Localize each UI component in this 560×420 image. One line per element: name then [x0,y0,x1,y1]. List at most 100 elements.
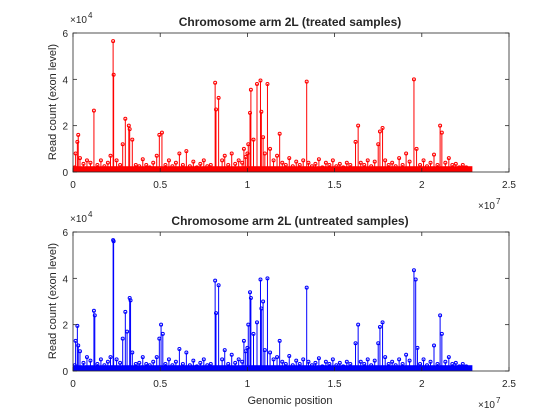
stem-marker [344,359,349,364]
data-point [159,322,164,371]
stem-marker [323,359,328,364]
stem-marker [353,139,358,144]
stem-marker [316,157,321,162]
stem-marker [154,355,159,360]
data-point [248,290,253,371]
data-point [213,278,218,371]
baseline-band [73,365,473,371]
stem-marker [421,357,426,362]
stem-marker [198,161,203,166]
stem-marker [111,239,116,244]
stem-marker [380,125,385,130]
stem-marker [220,158,225,163]
stem-marker [438,313,443,318]
stem-marker [377,324,382,329]
stem-marker [248,290,253,295]
stem-marker [157,132,162,137]
stem-marker [114,357,119,362]
stem-marker [127,127,132,132]
stem-marker [372,358,377,363]
stem-marker [287,156,292,161]
y-axis-label: Read count (exon level) [47,44,59,160]
stem-marker [120,142,125,147]
stem-marker [75,139,80,144]
stem-marker [383,355,388,360]
data-point [216,283,221,371]
data-point [258,78,263,172]
stem-marker [88,358,93,363]
y-exponent-value: 4 [88,11,93,20]
x-axis-exponent: ×10 7 [478,396,501,411]
stem-marker [130,350,135,355]
stem-marker [114,158,119,163]
stem-marker [191,358,196,363]
x-tick-label: 1.5 [328,180,342,191]
data-point [123,116,128,172]
stem-marker [446,156,451,161]
data-point [265,276,270,371]
stem-marker [316,356,321,361]
stem-marker [213,80,218,85]
stem-marker [453,360,458,365]
stem-marker [91,308,96,313]
stem-marker [130,137,135,142]
stem-marker [140,157,145,162]
stem-marker [280,359,285,364]
x-tick-label: 2 [419,379,425,390]
stem-marker [140,355,145,360]
data-point [254,320,259,371]
stem-marker [344,160,349,165]
data-point [214,311,219,371]
stem-marker [330,357,335,362]
stem-marker [254,81,259,86]
stem-marker [245,345,250,350]
stem-marker [443,359,448,364]
stem-marker [236,158,241,163]
stem-marker [245,151,250,156]
data-point [111,238,116,371]
data-point [91,308,96,371]
stem-marker [268,350,273,355]
stem-marker [151,359,156,364]
stem-marker [301,158,306,163]
data-point [213,80,218,172]
chart-title: Chromosome arm 2L (treated samples) [179,15,402,29]
stem-marker [407,358,412,363]
plot-area [72,39,473,172]
stem-marker [428,160,433,165]
stem-marker [337,161,342,166]
data-point [216,95,221,172]
stem-marker [248,296,253,301]
data-point [277,131,282,172]
stem-marker [177,346,182,351]
stem-marker [154,153,159,158]
stem-marker [88,160,93,165]
stem-marker [432,152,437,157]
x-axis-exponent: ×10 7 [478,197,501,212]
stem-marker [81,161,86,166]
stem-marker [251,331,256,336]
data-point [265,81,270,172]
stem-marker [105,359,110,364]
stem-marker [438,123,443,128]
stem-marker [123,116,128,121]
stem-marker [262,151,267,156]
stem-marker [365,158,370,163]
y-axis-exponent: ×10 4 [70,11,93,26]
stem-marker [304,285,309,290]
x-tick-label: 0 [70,180,76,191]
stem-marker [415,345,420,350]
x-axis-label: Genomic position [248,395,333,407]
chart-panel-treated: Chromosome arm 2L (treated samples) Read… [47,11,516,212]
y-tick-label: 6 [62,228,68,239]
stem-marker [213,278,218,283]
stem-marker [258,78,263,83]
data-point [111,72,116,172]
stem-marker [271,158,276,163]
x-exponent-value: 7 [496,197,501,206]
axes-box [72,231,510,372]
stem-marker [397,156,402,161]
stem-marker [108,355,113,360]
stem-marker [173,160,178,165]
x-exponent-value: 7 [496,396,501,405]
